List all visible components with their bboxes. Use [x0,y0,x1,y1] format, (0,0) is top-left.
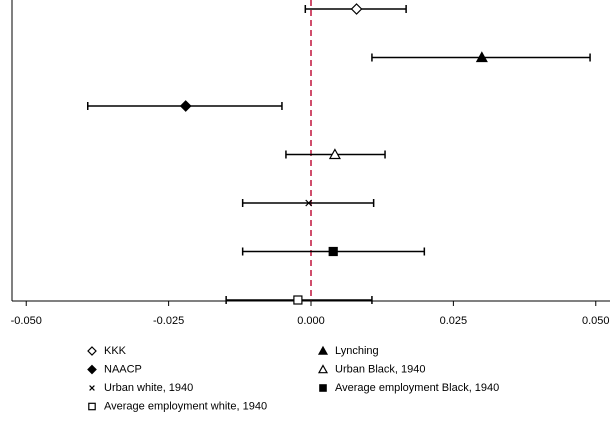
x-tick-label: -0.050 [11,315,42,327]
marker [350,3,363,15]
legend-label: NAACP [104,363,142,375]
legend-label: Average employment white, 1940 [104,400,267,412]
marker [328,246,338,257]
legend-label: Lynching [335,345,379,357]
legend-marker [88,402,96,411]
legend-label: KKK [104,345,127,357]
marker [475,51,488,63]
legend-marker [317,364,329,374]
legend-label: Urban Black, 1940 [335,363,426,375]
legend-marker [87,346,97,356]
marker [293,295,303,305]
x-tick-label: 0.000 [297,315,325,327]
legend-marker [89,385,95,391]
legend-label: Urban white, 1940 [104,382,193,394]
legend-label: Average employment Black, 1940 [335,382,499,394]
x-tick-label: 0.025 [440,315,468,327]
marker [328,148,341,160]
x-tick-label: -0.025 [153,315,184,327]
marker [179,100,192,112]
legend-marker [317,345,329,355]
legend-marker [319,384,327,392]
x-tick-label: 0.050 [582,315,610,327]
marker [305,199,313,207]
legend-marker [87,364,97,375]
